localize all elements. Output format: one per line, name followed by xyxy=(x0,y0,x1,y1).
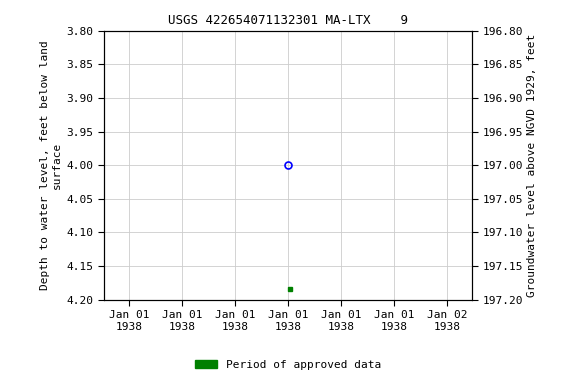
Y-axis label: Groundwater level above NGVD 1929, feet: Groundwater level above NGVD 1929, feet xyxy=(528,33,537,297)
Y-axis label: Depth to water level, feet below land
surface: Depth to water level, feet below land su… xyxy=(40,40,62,290)
Title: USGS 422654071132301 MA-LTX    9: USGS 422654071132301 MA-LTX 9 xyxy=(168,14,408,27)
Legend: Period of approved data: Period of approved data xyxy=(191,356,385,375)
